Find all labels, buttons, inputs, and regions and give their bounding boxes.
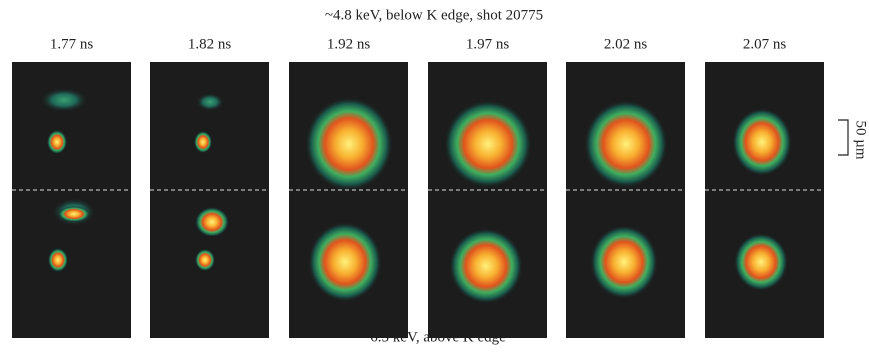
emission-blob [449, 228, 523, 304]
emission-blob [47, 130, 67, 154]
figure: ~4.8 keV, below K edge, shot 20775 ~6.5 … [0, 0, 869, 352]
emission-blob [584, 100, 668, 188]
scale-bracket [838, 120, 848, 155]
emission-blob [194, 131, 212, 153]
page: ~4.8 keV, below K edge, shot 20775 ~6.5 … [0, 0, 869, 352]
emission-blob [58, 206, 90, 222]
panel-label: 1.82 ns [188, 36, 232, 52]
panel-image [705, 62, 824, 338]
panel-label: 2.02 ns [604, 36, 648, 52]
panel-label: 1.97 ns [466, 36, 510, 52]
emission-blob [590, 225, 658, 299]
emission-blob [308, 222, 382, 302]
emission-blob [196, 93, 224, 111]
emission-blob [732, 108, 792, 176]
emission-blob [195, 249, 215, 271]
panel-label: 2.07 ns [743, 36, 787, 52]
emission-blob [40, 88, 88, 112]
top-caption: ~4.8 keV, below K edge, shot 20775 [325, 7, 543, 23]
scale-label: 50 µm [853, 120, 869, 159]
panel-label: 1.92 ns [327, 36, 371, 52]
panel-label: 1.77 ns [50, 36, 94, 52]
emission-blob [48, 248, 68, 272]
emission-blob [734, 233, 788, 291]
emission-blob [444, 100, 532, 188]
emission-blob [305, 97, 393, 191]
emission-blob [195, 207, 229, 237]
